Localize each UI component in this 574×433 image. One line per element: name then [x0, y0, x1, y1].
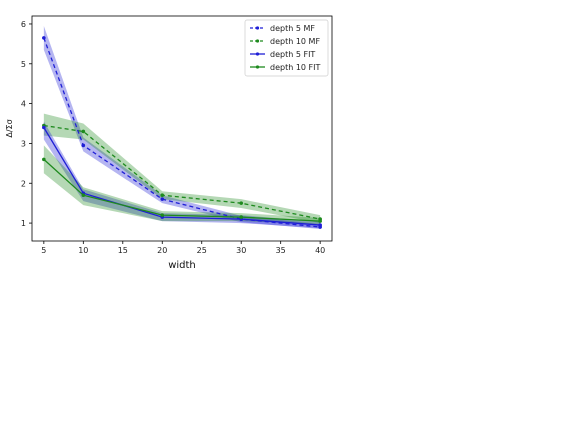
legend-marker-depth-10-fit: [255, 65, 260, 69]
depth-10-mf-point: [239, 201, 244, 205]
y-tick-label: 3: [21, 139, 26, 148]
legend-marker-depth-10-mf: [255, 39, 260, 43]
legend-box: [244, 19, 329, 77]
x-axis-ticks: 5 10 15 20 25 30 35 40: [41, 241, 325, 255]
y-axis-ticks: 1 2 3 4 5 6: [21, 20, 32, 228]
y-tick-label: 2: [21, 179, 26, 188]
depth-10-mf-band: [43, 113, 321, 224]
x-tick-label: 40: [315, 246, 325, 255]
legend-label-depth-5-mf: depth 5 MF: [270, 24, 315, 33]
x-tick-label: 15: [118, 246, 128, 255]
legend-marker-depth-5-fit: [255, 52, 260, 56]
y-tick-label: 4: [21, 100, 26, 109]
legend-label-depth-5-fit: depth 5 FIT: [270, 50, 315, 59]
depth-10-fit-point: [239, 215, 244, 219]
legend: depth 5 MF depth 10 MF depth 5 FIT depth 10…: [244, 19, 329, 77]
x-axis-label: width: [168, 260, 196, 271]
y-tick-label: 1: [21, 219, 26, 228]
depth-5-mf-point: [81, 143, 86, 148]
legend-marker-depth-5-mf: [255, 26, 260, 30]
depth-10-fit-point: [160, 213, 165, 217]
y-axis-label: Δ/Σσ: [5, 119, 14, 137]
depth-10-mf-point: [81, 129, 86, 134]
x-tick-label: 10: [78, 246, 88, 255]
depth-10-fit-point: [42, 157, 46, 162]
legend-label-depth-10-fit: depth 10 FIT: [270, 63, 321, 72]
depth-10-fit-point: [318, 219, 322, 223]
depth-5-mf-point: [42, 36, 46, 40]
x-tick-label: 25: [197, 246, 207, 255]
depth-10-fit-band: [43, 145, 321, 225]
x-tick-label: 5: [41, 246, 46, 255]
x-tick-label: 35: [276, 246, 286, 255]
legend-label-depth-10-mf: depth 10 MF: [270, 37, 320, 46]
y-tick-label: 5: [21, 60, 26, 69]
x-tick-label: 20: [157, 246, 167, 255]
depth-5-mf-point: [160, 197, 165, 201]
x-tick-label: 30: [236, 246, 246, 255]
series-lines: [42, 36, 322, 229]
y-tick-label: 6: [21, 20, 26, 29]
depth-5-fit-point: [42, 125, 46, 130]
depth-10-mf-point: [160, 193, 165, 198]
depth-10-fit-point: [81, 193, 86, 198]
depth-5-fit-point: [318, 223, 322, 227]
plot-frame: [31, 15, 333, 242]
